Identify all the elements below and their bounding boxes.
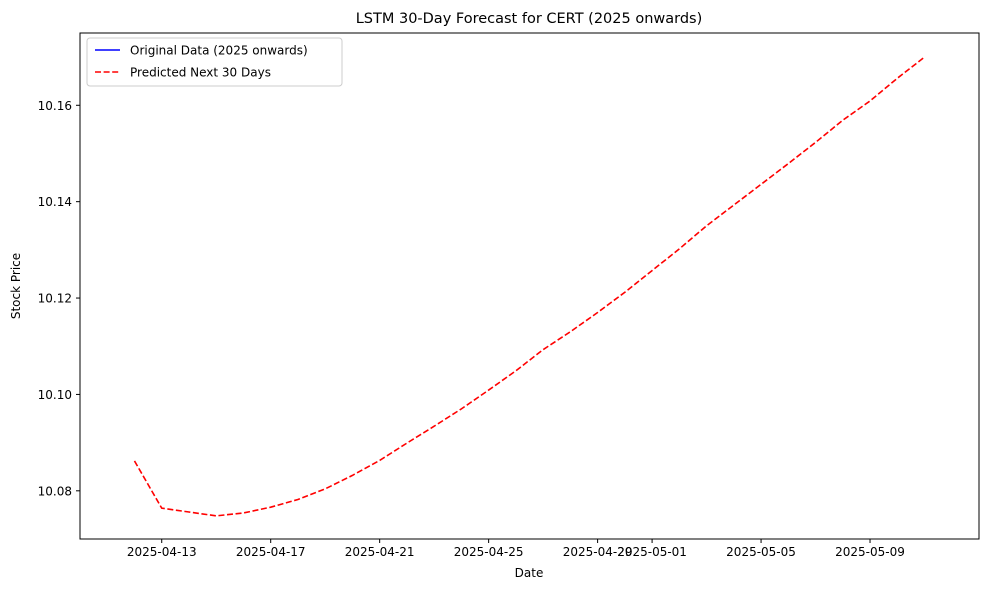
x-tick-label: 2025-04-25: [454, 545, 524, 559]
y-tick-label: 10.14: [38, 195, 72, 209]
x-tick-label: 2025-04-21: [345, 545, 415, 559]
y-tick-label: 10.08: [38, 484, 72, 498]
legend-box: [86, 37, 343, 87]
x-tick-label: 2025-04-17: [236, 545, 306, 559]
series-line-1: [133, 56, 926, 517]
legend-label-predicted: Predicted Next 30 Days: [130, 66, 271, 80]
plot-frame: [79, 32, 980, 540]
y-tick-label: 10.10: [38, 388, 72, 402]
x-tick-label: 2025-04-13: [127, 545, 197, 559]
y-axis-ticks: 10.08 10.10 10.12 10.14 10.16: [38, 99, 80, 498]
x-tick-label: 2025-05-01: [617, 545, 687, 559]
chart-title: LSTM 30-Day Forecast for CERT (2025 onwa…: [356, 11, 703, 27]
y-tick-label: 10.12: [38, 292, 72, 306]
series-layer: [133, 56, 926, 517]
x-axis-ticks: 2025-04-13 2025-04-17 2025-04-21 2025-04-25…: [127, 539, 905, 559]
y-tick-label: 10.16: [38, 99, 72, 113]
x-axis-label: Date: [515, 566, 544, 580]
x-tick-label: 2025-05-05: [726, 545, 796, 559]
legend: Original Data (2025 onwards) Predicted N…: [86, 37, 343, 87]
y-axis-label: Stock Price: [9, 253, 23, 319]
x-tick-label: 2025-04-29: [563, 545, 633, 559]
x-tick-label: 2025-05-09: [835, 545, 905, 559]
legend-label-original: Original Data (2025 onwards): [130, 44, 308, 58]
